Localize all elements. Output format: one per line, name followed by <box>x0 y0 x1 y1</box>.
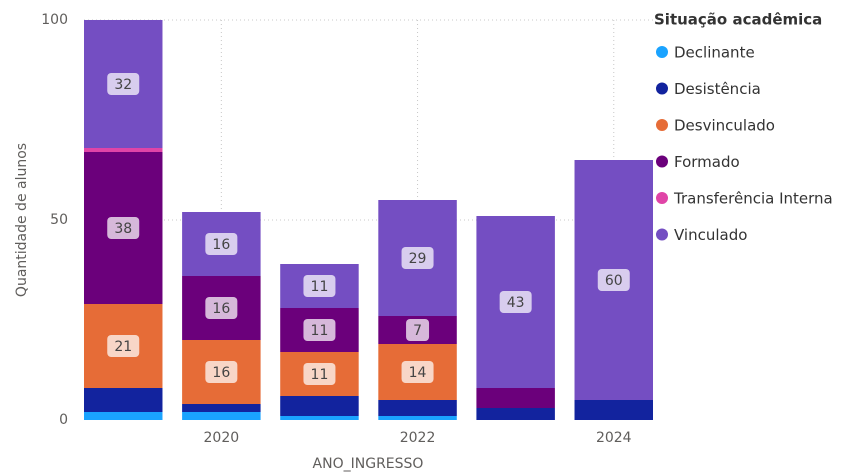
legend-marker <box>656 192 668 204</box>
data-label-group: 11 <box>303 363 336 385</box>
bar-segment <box>182 404 261 412</box>
legend-title: Situação acadêmica <box>654 11 822 29</box>
data-label-box <box>107 335 140 357</box>
y-axis-title: Quantidade de alunos <box>14 143 30 297</box>
bar-segment <box>476 408 555 420</box>
data-label-box <box>205 297 238 319</box>
bar-segment <box>84 412 163 420</box>
legend-label: Transferência Interna <box>673 190 833 208</box>
y-tick-label: 50 <box>50 212 68 228</box>
data-label-group: 16 <box>205 361 238 383</box>
data-label-box <box>303 275 336 297</box>
bar-segment <box>280 396 359 416</box>
data-label-box <box>303 363 336 385</box>
data-label: 38 <box>114 221 132 237</box>
legend-label: Declinante <box>674 44 755 62</box>
x-tick-label: 2022 <box>400 430 436 446</box>
data-label: 32 <box>114 77 132 93</box>
data-label: 29 <box>409 251 427 267</box>
bar-segment <box>280 416 359 420</box>
legend-marker <box>656 228 668 241</box>
data-label-box <box>107 73 140 95</box>
data-label: 16 <box>212 301 230 317</box>
data-label: 60 <box>605 273 623 289</box>
bar-segment <box>476 388 555 408</box>
data-label-box <box>107 217 140 239</box>
data-label: 14 <box>409 365 427 381</box>
data-label: 11 <box>311 279 329 295</box>
data-label-box <box>205 233 238 255</box>
data-label-box <box>401 361 434 383</box>
data-label-box <box>401 247 434 269</box>
data-label-group: 29 <box>401 247 434 269</box>
data-label-box <box>406 319 430 341</box>
data-label-group: 11 <box>303 319 336 341</box>
bar-segment <box>574 400 653 420</box>
legend-label: Desistência <box>674 80 761 98</box>
data-label-group: 11 <box>303 275 336 297</box>
data-label-group: 14 <box>401 361 434 383</box>
bar-segment <box>84 148 163 152</box>
legend-label: Desvinculado <box>674 117 775 135</box>
bar-segment <box>378 400 457 416</box>
data-label-group: 60 <box>597 269 630 291</box>
data-label-box <box>205 361 238 383</box>
data-label-group: 43 <box>499 291 532 313</box>
data-label: 16 <box>212 237 230 253</box>
y-tick-label: 100 <box>41 12 68 28</box>
data-label-box <box>597 269 630 291</box>
bar-segment <box>378 416 457 420</box>
data-label-group: 32 <box>107 73 140 95</box>
data-label-box <box>499 291 532 313</box>
data-label-box <box>303 319 336 341</box>
legend-marker <box>656 119 668 131</box>
bar-segment <box>84 388 163 412</box>
data-label: 11 <box>311 367 329 383</box>
x-axis-title: ANO_INGRESSO <box>313 456 424 472</box>
x-tick-label: 2024 <box>596 430 632 446</box>
legend-marker <box>656 155 668 168</box>
data-label-group: 16 <box>205 233 238 255</box>
y-tick-label: 0 <box>59 412 68 428</box>
data-label: 7 <box>413 323 422 339</box>
data-label-group: 16 <box>205 297 238 319</box>
legend-label: Vinculado <box>674 226 747 244</box>
legend-label: Formado <box>674 153 740 171</box>
data-label-group: 7 <box>406 319 430 341</box>
bar-segment <box>182 412 261 420</box>
data-label-group: 38 <box>107 217 140 239</box>
legend-marker <box>656 82 668 95</box>
x-tick-label: 2020 <box>204 430 240 446</box>
legend-marker <box>656 46 668 58</box>
data-label: 43 <box>507 295 525 311</box>
data-label: 11 <box>311 323 329 339</box>
data-label-group: 21 <box>107 335 140 357</box>
data-label: 16 <box>212 365 230 381</box>
data-label: 21 <box>114 339 132 355</box>
